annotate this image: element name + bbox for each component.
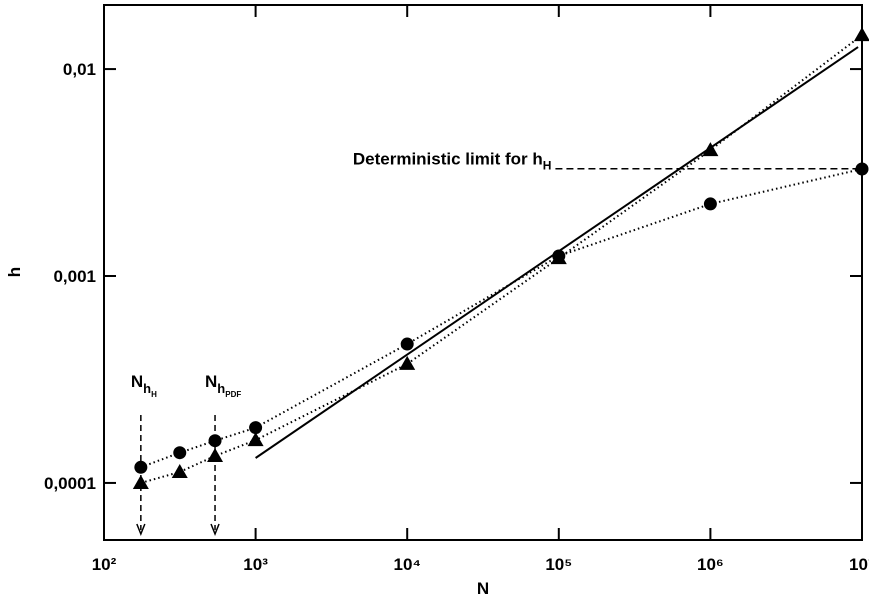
series-line [140,34,863,484]
plot-frame [103,4,863,541]
marker-label: NhH [131,372,157,399]
y-tick-label: 0,0001 [44,474,96,493]
x-tick-label: 10⁵ [545,555,572,574]
limit-sub: H [543,159,552,173]
x-tick-label: 10⁶ [697,555,724,574]
triangle-marker [550,250,567,265]
limit-text: Deterministic limit for h [353,150,543,169]
triangle-marker [207,447,224,462]
y-tick-label: 0,01 [63,60,96,79]
series-line [140,168,863,469]
x-tick-label: 10⁷ [849,555,869,574]
circle-marker [173,446,187,460]
series-line [255,46,859,459]
y-tick-label: 0,001 [53,267,96,286]
triangle-marker [854,27,869,42]
circle-marker [208,434,222,448]
y-axis-label: h [5,267,24,277]
arrow-head [136,523,146,537]
circle-marker [249,421,263,435]
marker-text: N [131,372,143,391]
x-tick-label: 10² [92,555,117,574]
marker-subsub: H [151,390,157,399]
x-tick-label: 10³ [243,555,268,574]
circle-marker [134,460,148,474]
circle-marker [855,162,869,176]
x-axis-label: N [477,579,489,598]
limit-label: Deterministic limit for hH [353,150,552,173]
arrow-head [210,523,220,537]
triangle-marker [247,432,264,447]
x-tick-label: 10⁴ [394,555,421,574]
triangle-marker [702,142,719,157]
triangle-marker [171,463,188,478]
circle-marker [703,197,717,211]
marker-text: N [205,372,217,391]
triangle-marker [399,355,416,370]
marker-sub: h [143,381,151,396]
marker-sub: h [217,381,225,396]
marker-label: NhPDF [205,372,241,399]
marker-subsub: PDF [225,390,241,399]
triangle-marker [132,474,149,489]
circle-marker [400,337,414,351]
